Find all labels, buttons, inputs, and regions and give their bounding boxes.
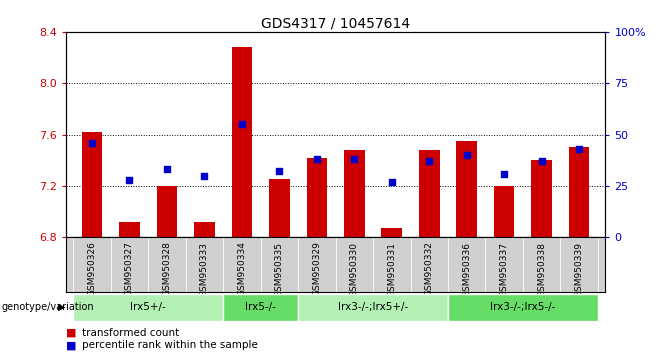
Point: [237, 121, 247, 127]
Bar: [457, 141, 477, 237]
Bar: [344, 150, 365, 237]
Point: [274, 169, 285, 174]
Text: GSM950333: GSM950333: [200, 241, 209, 297]
Text: genotype/variation: genotype/variation: [2, 302, 95, 312]
Point: [162, 167, 172, 172]
Text: GSM950337: GSM950337: [499, 241, 509, 297]
Bar: [223, 293, 298, 321]
Text: lrx3-/-;lrx5+/-: lrx3-/-;lrx5+/-: [338, 302, 408, 312]
Text: GSM950334: GSM950334: [238, 241, 246, 296]
Text: lrx5-/-: lrx5-/-: [245, 302, 276, 312]
Point: [199, 173, 210, 178]
Point: [499, 171, 509, 176]
Text: GSM950329: GSM950329: [313, 241, 321, 296]
Bar: [419, 150, 440, 237]
Text: ▶: ▶: [58, 302, 65, 312]
Text: ■: ■: [66, 328, 76, 338]
Text: percentile rank within the sample: percentile rank within the sample: [82, 340, 258, 350]
Bar: [532, 160, 552, 237]
Text: GSM950328: GSM950328: [163, 241, 172, 296]
Bar: [269, 179, 290, 237]
Bar: [298, 293, 448, 321]
Point: [386, 179, 397, 184]
Text: ■: ■: [66, 340, 76, 350]
Bar: [494, 186, 515, 237]
Text: transformed count: transformed count: [82, 328, 180, 338]
Text: GSM950326: GSM950326: [88, 241, 97, 296]
Text: GSM950332: GSM950332: [425, 241, 434, 296]
Title: GDS4317 / 10457614: GDS4317 / 10457614: [261, 17, 410, 31]
Bar: [119, 222, 139, 237]
Bar: [307, 158, 327, 237]
Bar: [82, 132, 103, 237]
Bar: [569, 147, 590, 237]
Point: [574, 146, 584, 152]
Text: GSM950335: GSM950335: [275, 241, 284, 297]
Text: GSM950338: GSM950338: [537, 241, 546, 297]
Bar: [232, 47, 252, 237]
Point: [124, 177, 135, 183]
Point: [461, 152, 472, 158]
Point: [312, 156, 322, 162]
Text: GSM950336: GSM950336: [462, 241, 471, 297]
Point: [349, 156, 359, 162]
Text: GSM950331: GSM950331: [388, 241, 396, 297]
Point: [424, 158, 434, 164]
Point: [536, 158, 547, 164]
Bar: [73, 293, 223, 321]
Text: GSM950330: GSM950330: [350, 241, 359, 297]
Bar: [194, 222, 215, 237]
Point: [87, 140, 97, 145]
Text: GSM950327: GSM950327: [125, 241, 134, 296]
Text: lrx5+/-: lrx5+/-: [130, 302, 166, 312]
Text: lrx3-/-;lrx5-/-: lrx3-/-;lrx5-/-: [490, 302, 555, 312]
Bar: [448, 293, 598, 321]
Bar: [382, 228, 402, 237]
Text: GSM950339: GSM950339: [574, 241, 584, 297]
Bar: [157, 186, 177, 237]
